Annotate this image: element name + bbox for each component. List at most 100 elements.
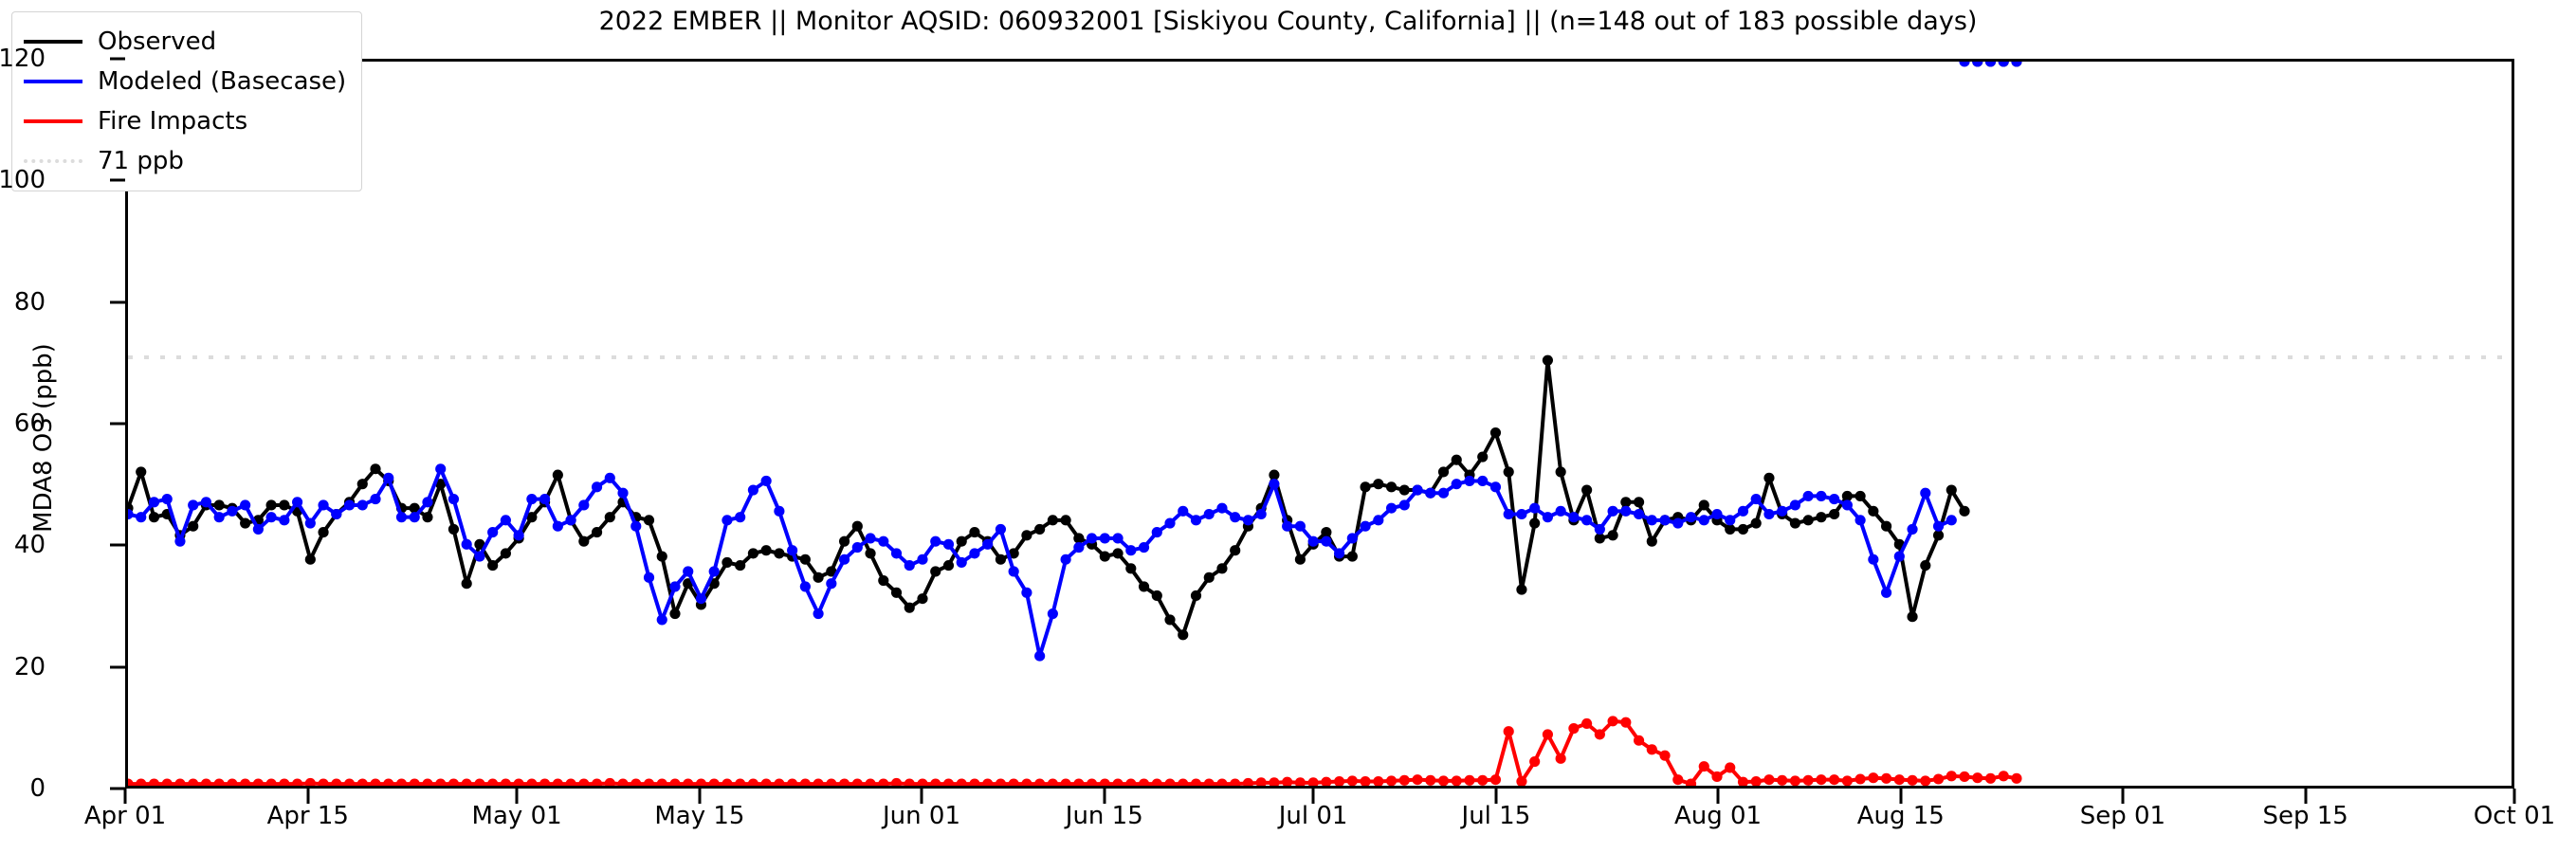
data-point [1685,778,1697,786]
data-point [1203,572,1215,583]
data-point [448,494,460,505]
data-point [1034,523,1046,535]
data-point [435,479,447,490]
x-tick-label: Aug 15 [1856,802,1945,830]
data-point [826,778,837,786]
data-point [1230,545,1241,556]
data-point [760,545,772,556]
data-point [1099,533,1110,544]
data-point [878,778,889,786]
data-point [128,778,134,786]
data-point [409,502,420,514]
data-point [1099,551,1110,562]
data-point [1437,775,1450,786]
legend-item[interactable]: Observed [24,22,346,62]
y-tick-label: 60 [13,409,46,438]
data-point [1646,535,1657,547]
data-point [188,778,199,786]
data-point [318,527,329,538]
data-point [331,778,342,786]
data-point [617,487,629,499]
data-point [669,778,681,786]
data-point [1659,515,1671,526]
series-line [128,360,1964,635]
data-point [1307,777,1319,786]
data-point [252,523,264,535]
data-point [1216,563,1228,574]
data-point [669,608,681,620]
data-point [1816,490,1827,501]
data-point [1321,776,1332,786]
data-point [513,530,524,541]
data-point [735,512,746,523]
data-point [851,778,863,786]
x-tick-label: May 15 [654,802,745,830]
chart-title: 2022 EMBER || Monitor AQSID: 060932001 [… [598,7,1978,36]
data-point [1021,778,1032,786]
data-point [735,778,746,786]
data-point [722,778,733,786]
data-point [1907,774,1918,786]
data-point [851,541,863,554]
data-point [774,505,785,517]
data-point [1503,726,1514,737]
data-point [304,517,316,529]
data-point [1711,508,1723,520]
data-point [1594,523,1605,535]
data-point [1489,481,1502,493]
data-point [1437,487,1450,499]
data-point [1998,771,2009,782]
data-point [1542,354,1553,366]
data-point [435,463,447,475]
data-point [552,778,563,786]
data-point [1242,515,1254,526]
data-point [1529,502,1541,514]
data-point [1282,520,1293,532]
data-point [1503,508,1514,520]
data-point [370,494,381,505]
data-point [1868,554,1879,565]
data-point [1373,775,1384,786]
data-point [1437,466,1450,478]
x-tick-mark [698,789,702,804]
data-point [1321,535,1332,547]
legend-label: Observed [98,27,217,56]
data-point [487,527,499,538]
x-tick-mark [1311,789,1315,804]
data-point [1047,778,1058,786]
data-point [1594,533,1605,544]
data-point [1594,729,1605,740]
data-point [1385,502,1398,514]
data-point [1959,62,1970,67]
data-point [500,778,511,786]
data-point [1242,777,1254,786]
data-point [1972,62,1983,67]
data-point [878,535,889,547]
data-point [1060,515,1071,526]
legend-item[interactable]: 71 ppb [24,141,346,181]
y-tick-mark [110,300,125,304]
data-point [1789,517,1801,529]
data-point [838,535,850,547]
data-point [1829,494,1840,505]
legend-item[interactable]: Modeled (Basecase) [24,62,346,101]
x-tick-label: Sep 15 [2262,802,2348,830]
data-point [1125,545,1137,556]
data-point [356,479,368,490]
data-point [1802,774,1814,786]
data-point [956,778,967,786]
data-point [656,778,667,786]
data-point [552,520,563,532]
data-point [422,497,433,508]
x-tick-label: Apr 15 [266,802,349,830]
data-point [1346,533,1358,544]
data-point [292,497,303,508]
legend-item[interactable]: Fire Impacts [24,101,346,141]
x-tick-mark [1716,789,1720,804]
data-point [1008,548,1019,559]
data-point [1334,775,1345,786]
data-point [383,472,394,483]
data-point [1972,772,1983,784]
data-point [1398,484,1410,496]
data-point [1477,475,1489,487]
